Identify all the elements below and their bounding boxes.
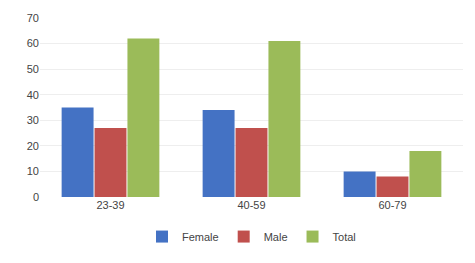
svg-text:50: 50 bbox=[27, 63, 39, 75]
svg-text:23-39: 23-39 bbox=[96, 199, 124, 211]
svg-text:10: 10 bbox=[27, 165, 39, 177]
svg-text:40: 40 bbox=[27, 89, 39, 101]
svg-text:Male: Male bbox=[264, 231, 288, 243]
svg-text:30: 30 bbox=[27, 114, 39, 126]
svg-text:0: 0 bbox=[33, 191, 39, 203]
svg-text:70: 70 bbox=[27, 12, 39, 24]
svg-text:40-59: 40-59 bbox=[237, 199, 265, 211]
svg-text:Total: Total bbox=[333, 231, 356, 243]
svg-text:60: 60 bbox=[27, 37, 39, 49]
svg-text:Female: Female bbox=[182, 231, 219, 243]
svg-text:20: 20 bbox=[27, 140, 39, 152]
svg-text:60-79: 60-79 bbox=[378, 199, 406, 211]
